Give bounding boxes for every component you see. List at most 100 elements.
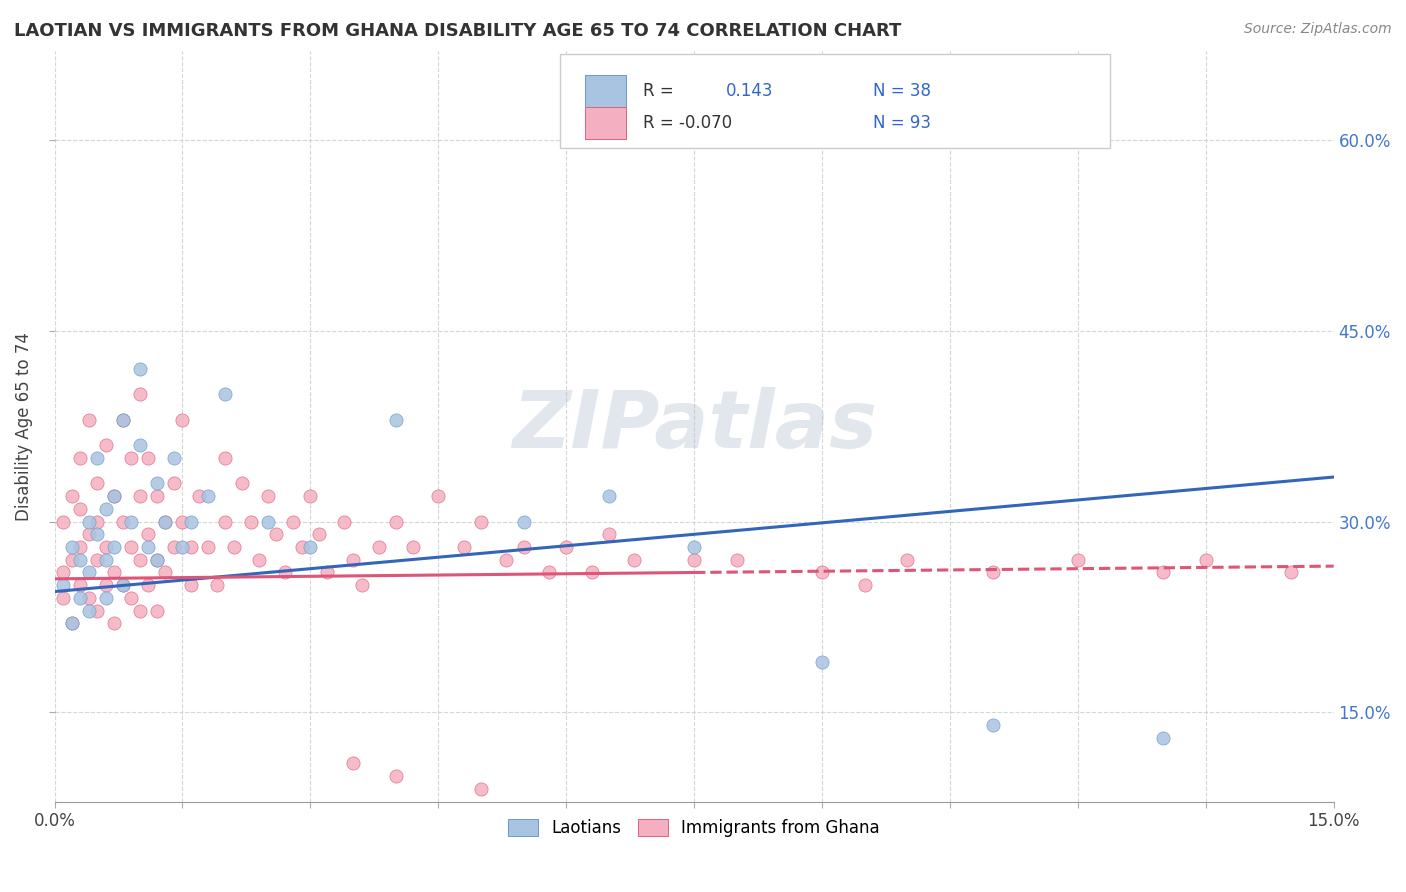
Point [197,489,219,503]
Text: N = 38: N = 38 [873,82,931,100]
Point [214,515,236,529]
Point [274,566,297,580]
Point [342,553,364,567]
Point [103,489,125,503]
Point [155,515,177,529]
Point [136,540,159,554]
Point [86,450,108,465]
Point [470,515,492,529]
Point [86,476,108,491]
Point [155,566,177,580]
Point [598,527,620,541]
Point [811,566,834,580]
Point [103,616,125,631]
Point [128,604,150,618]
Point [623,553,645,567]
Point [94,553,117,567]
Point [120,450,142,465]
Point [111,578,134,592]
Point [214,387,236,401]
Point [402,540,425,554]
Point [146,476,169,491]
Point [52,591,75,605]
Point [94,578,117,592]
Point [52,578,75,592]
Point [725,553,748,567]
Point [77,604,100,618]
Point [128,387,150,401]
Point [111,515,134,529]
Point [86,553,108,567]
Point [1152,731,1174,745]
Point [103,489,125,503]
Point [111,578,134,592]
Point [120,591,142,605]
Point [128,438,150,452]
Point [283,515,305,529]
Point [77,527,100,541]
Point [853,578,876,592]
Point [111,413,134,427]
Point [512,540,534,554]
Point [77,566,100,580]
Point [111,413,134,427]
Point [299,540,322,554]
Point [163,450,186,465]
Point [1152,566,1174,580]
Point [1195,553,1218,567]
Point [239,515,262,529]
Text: ZIPatlas: ZIPatlas [512,387,876,465]
Point [214,450,236,465]
Point [205,578,228,592]
Point [69,591,91,605]
Point [981,566,1004,580]
Point [94,591,117,605]
Point [308,527,330,541]
Text: R =: R = [643,82,679,100]
Point [94,540,117,554]
Point [146,489,169,503]
Point [172,413,194,427]
Point [52,566,75,580]
Point [555,540,578,554]
Point [427,489,450,503]
Point [299,489,322,503]
Point [60,553,83,567]
Point [60,540,83,554]
Text: Source: ZipAtlas.com: Source: ZipAtlas.com [1244,22,1392,37]
Point [120,540,142,554]
Point [146,553,169,567]
Point [86,604,108,618]
Y-axis label: Disability Age 65 to 74: Disability Age 65 to 74 [15,332,32,521]
Point [1279,566,1302,580]
Point [77,591,100,605]
Point [94,438,117,452]
Point [291,540,314,554]
Point [811,655,834,669]
Point [77,515,100,529]
Point [470,781,492,796]
Point [683,553,706,567]
Point [69,501,91,516]
Text: 0.143: 0.143 [725,82,773,100]
Text: R = -0.070: R = -0.070 [643,114,733,132]
Point [136,527,159,541]
Point [146,604,169,618]
Point [495,553,517,567]
Point [69,540,91,554]
Point [896,553,918,567]
Point [453,540,475,554]
Point [342,756,364,771]
Point [136,450,159,465]
Point [981,718,1004,732]
Text: LAOTIAN VS IMMIGRANTS FROM GHANA DISABILITY AGE 65 TO 74 CORRELATION CHART: LAOTIAN VS IMMIGRANTS FROM GHANA DISABIL… [14,22,901,40]
Point [86,527,108,541]
Point [163,540,186,554]
Point [128,362,150,376]
Point [256,489,278,503]
Point [384,413,406,427]
Point [69,553,91,567]
Point [128,489,150,503]
Point [69,450,91,465]
Point [683,540,706,554]
